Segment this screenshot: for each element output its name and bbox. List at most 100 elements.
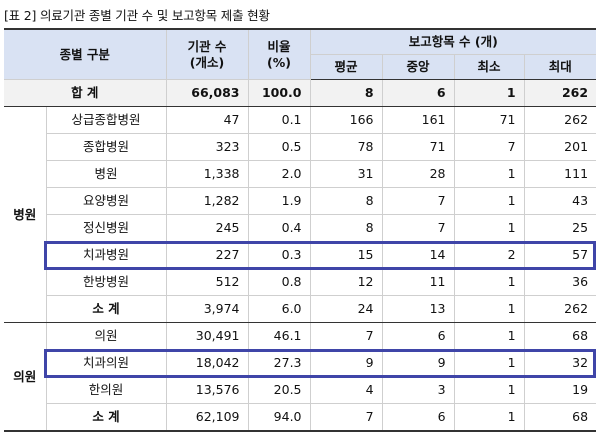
row-avg: 31 — [310, 160, 383, 188]
subtotal-count: 3,974 — [166, 295, 249, 323]
subtotal-median: 6 — [382, 403, 455, 432]
subtotal-label: 소 계 — [46, 403, 167, 432]
total-label: 합 계 — [4, 79, 167, 107]
row-min: 1 — [454, 322, 525, 350]
total-row: 합 계 66,083 100.0 8 6 1 262 — [4, 79, 597, 107]
row-ratio: 0.4 — [248, 214, 311, 242]
row-ratio: 1.9 — [248, 187, 311, 215]
subtotal-ratio: 94.0 — [248, 403, 311, 432]
row-min: 7 — [454, 133, 525, 161]
subtotal-avg: 7 — [310, 403, 383, 432]
table-row: 정신병원 245 0.4 8 7 1 25 — [4, 214, 597, 242]
row-count: 13,576 — [166, 376, 249, 404]
subtotal-median: 13 — [382, 295, 455, 323]
header-ratio: 비율 (%) — [248, 28, 311, 80]
header-avg: 평균 — [310, 54, 383, 80]
table-row: 한의원 13,576 20.5 4 3 1 19 — [4, 376, 597, 404]
row-min: 1 — [454, 268, 525, 296]
row-median: 3 — [382, 376, 455, 404]
subtotal-max: 262 — [524, 295, 597, 323]
table-caption: [표 2] 의료기관 종별 기관 수 및 보고항목 제출 현황 — [4, 8, 270, 23]
total-max: 262 — [524, 79, 597, 107]
row-count: 512 — [166, 268, 249, 296]
row-count: 30,491 — [166, 322, 249, 350]
header-report-group: 보고항목 수 (개) — [310, 28, 597, 55]
subtotal-label: 소 계 — [46, 295, 167, 323]
row-max: 36 — [524, 268, 597, 296]
table-row-highlighted: 치과병원 227 0.3 15 14 2 57 — [4, 241, 597, 269]
row-count: 1,338 — [166, 160, 249, 188]
row-avg: 166 — [310, 106, 383, 134]
row-avg: 8 — [310, 187, 383, 215]
row-median: 9 — [382, 349, 455, 377]
row-max: 57 — [524, 241, 597, 269]
row-name: 치과병원 — [46, 241, 167, 269]
row-count: 18,042 — [166, 349, 249, 377]
row-count: 47 — [166, 106, 249, 134]
header-median: 중앙 — [382, 54, 455, 80]
total-ratio: 100.0 — [248, 79, 311, 107]
header-ratio-line2: (%) — [267, 54, 291, 70]
subtotal-min: 1 — [454, 295, 525, 323]
row-ratio: 27.3 — [248, 349, 311, 377]
row-name: 의원 — [46, 322, 167, 350]
row-min: 71 — [454, 106, 525, 134]
row-avg: 7 — [310, 322, 383, 350]
subtotal-ratio: 6.0 — [248, 295, 311, 323]
row-median: 28 — [382, 160, 455, 188]
row-name: 한방병원 — [46, 268, 167, 296]
subtotal-row-hospital: 소 계 3,974 6.0 24 13 1 262 — [4, 295, 597, 323]
table-row: 한방병원 512 0.8 12 11 1 36 — [4, 268, 597, 296]
row-name: 한의원 — [46, 376, 167, 404]
row-median: 71 — [382, 133, 455, 161]
row-min: 1 — [454, 214, 525, 242]
row-min: 1 — [454, 349, 525, 377]
row-count: 1,282 — [166, 187, 249, 215]
row-median: 7 — [382, 214, 455, 242]
row-ratio: 20.5 — [248, 376, 311, 404]
row-avg: 4 — [310, 376, 383, 404]
row-avg: 9 — [310, 349, 383, 377]
row-count: 227 — [166, 241, 249, 269]
facility-report-table: 종별 구분 기관 수 (개소) 비율 (%) 보고항목 수 (개) 평균 중앙 … — [4, 28, 597, 432]
table-row: 의원 의원 30,491 46.1 7 6 1 68 — [4, 322, 597, 432]
subtotal-max: 68 — [524, 403, 597, 432]
row-median: 6 — [382, 322, 455, 350]
table-row-highlighted: 치과의원 18,042 27.3 9 9 1 32 — [4, 349, 597, 377]
group-hospital: 병원 — [4, 106, 47, 323]
row-min: 1 — [454, 160, 525, 188]
header-ratio-line1: 비율 — [267, 38, 291, 54]
total-min: 1 — [454, 79, 525, 107]
row-ratio: 0.8 — [248, 268, 311, 296]
row-avg: 12 — [310, 268, 383, 296]
header-count-line1: 기관 수 — [187, 38, 227, 54]
table-row: 요양병원 1,282 1.9 8 7 1 43 — [4, 187, 597, 215]
subtotal-avg: 24 — [310, 295, 383, 323]
row-min: 2 — [454, 241, 525, 269]
row-max: 201 — [524, 133, 597, 161]
row-max: 43 — [524, 187, 597, 215]
row-name: 정신병원 — [46, 214, 167, 242]
subtotal-row-clinic: 소 계 62,109 94.0 7 6 1 68 — [4, 403, 597, 432]
row-median: 161 — [382, 106, 455, 134]
table-row: 병원 상급종합병원 47 0.1 166 161 71 262 — [4, 106, 597, 323]
row-name: 요양병원 — [46, 187, 167, 215]
row-name: 병원 — [46, 160, 167, 188]
total-avg: 8 — [310, 79, 383, 107]
row-min: 1 — [454, 376, 525, 404]
header-max: 최대 — [524, 54, 597, 80]
row-ratio: 46.1 — [248, 322, 311, 350]
row-ratio: 0.1 — [248, 106, 311, 134]
row-min: 1 — [454, 187, 525, 215]
row-avg: 15 — [310, 241, 383, 269]
row-median: 7 — [382, 187, 455, 215]
row-ratio: 0.5 — [248, 133, 311, 161]
table-row: 병원 1,338 2.0 31 28 1 111 — [4, 160, 597, 188]
header-category: 종별 구분 — [4, 28, 167, 80]
row-name: 치과의원 — [46, 349, 167, 377]
row-max: 32 — [524, 349, 597, 377]
row-max: 68 — [524, 322, 597, 350]
row-name: 종합병원 — [46, 133, 167, 161]
total-median: 6 — [382, 79, 455, 107]
row-name: 상급종합병원 — [46, 106, 167, 134]
